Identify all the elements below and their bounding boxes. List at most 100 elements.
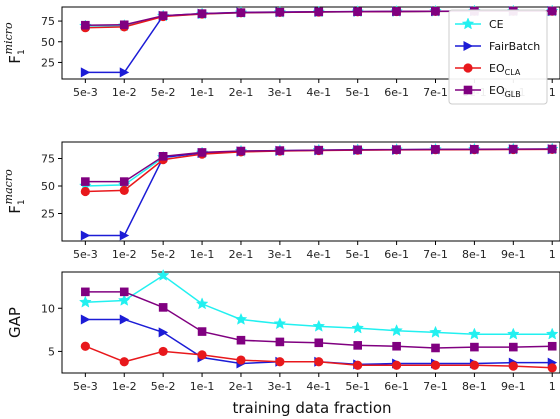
data-point xyxy=(545,327,559,340)
data-point xyxy=(158,11,168,20)
data-point xyxy=(81,287,90,297)
data-point xyxy=(312,319,326,332)
data-point xyxy=(470,342,479,352)
legend-marker xyxy=(463,63,473,73)
data-point xyxy=(391,360,402,370)
data-point xyxy=(353,7,362,16)
data-point xyxy=(314,145,324,155)
x-tick-label: 1e-2 xyxy=(112,86,137,99)
data-point xyxy=(430,360,441,370)
x-tick-label: 1e-1 xyxy=(190,380,215,393)
y-tick-label: 10 xyxy=(41,302,55,315)
data-point xyxy=(392,7,401,16)
data-point xyxy=(314,7,324,17)
data-point xyxy=(431,145,440,154)
data-point xyxy=(80,67,91,78)
data-point xyxy=(431,343,440,353)
data-point xyxy=(509,144,518,154)
series-eo-cla xyxy=(80,341,557,373)
data-point xyxy=(236,8,246,17)
data-point xyxy=(119,185,129,195)
data-point xyxy=(236,146,246,156)
x-tick-label: 1 xyxy=(549,86,556,99)
data-point xyxy=(275,7,285,17)
data-point xyxy=(197,350,207,360)
x-tick-label: 3e-1 xyxy=(268,86,293,99)
series-ce xyxy=(78,268,559,340)
data-point xyxy=(236,335,246,345)
x-tick-label: 9e-1 xyxy=(501,248,526,261)
x-tick-label: 5e-2 xyxy=(151,380,176,393)
data-point xyxy=(80,230,91,241)
legend-entry: FairBatch xyxy=(455,40,540,53)
y-tick-label: 75 xyxy=(41,153,55,166)
y-axis-label: GAP xyxy=(6,307,24,338)
data-point xyxy=(234,312,248,325)
plot-frame xyxy=(61,6,560,80)
data-point xyxy=(117,293,131,306)
data-point xyxy=(156,268,170,281)
x-tick-label: 4e-1 xyxy=(306,380,331,393)
data-point xyxy=(431,7,440,16)
gap-panel: 5e-3 1e-2 5e-2 1e-1 2e-1 3e-1 4e-1 5e-1 6e-1 7e-1… xyxy=(6,268,560,393)
x-tick-label: 6e-1 xyxy=(384,380,409,393)
data-point xyxy=(158,327,169,338)
data-point xyxy=(390,324,403,337)
data-point xyxy=(119,177,129,186)
data-point xyxy=(158,346,168,357)
data-point xyxy=(81,20,90,30)
x-tick-label: 5e-3 xyxy=(73,380,98,393)
x-tick-label: 6e-1 xyxy=(384,248,409,261)
data-point xyxy=(119,67,130,78)
x-tick-label: 9e-1 xyxy=(501,380,526,393)
y-axis-label: F1macro xyxy=(2,169,27,214)
legend-label: EOGLB xyxy=(489,84,521,99)
x-tick-label: 7e-1 xyxy=(423,380,448,393)
y-tick-label: 50 xyxy=(41,36,55,49)
x-tick-label: 1e-2 xyxy=(112,248,137,261)
x-tick-label: 7e-1 xyxy=(423,86,448,99)
legend-entry: EOCLA xyxy=(455,62,521,77)
legend-label: EOCLA xyxy=(489,62,521,77)
data-point xyxy=(119,230,130,241)
macro-f1-panel: 5e-3 1e-2 5e-2 1e-1 2e-1 3e-1 4e-1 5e-1 6e-1 7e-1… xyxy=(2,141,560,261)
data-point xyxy=(119,314,130,325)
legend: CE FairBatch EOCLA EOGLB xyxy=(448,9,548,105)
data-point xyxy=(81,177,90,186)
plot-frame xyxy=(61,141,560,242)
x-tick-label: 5e-1 xyxy=(345,248,370,261)
data-point xyxy=(275,146,285,155)
data-point xyxy=(197,327,207,336)
x-tick-label: 1 xyxy=(549,380,556,393)
data-point xyxy=(80,341,90,351)
data-point xyxy=(275,337,285,347)
x-axis-label: training data fraction xyxy=(232,399,391,417)
x-tick-label: 1e-1 xyxy=(190,86,215,99)
data-point xyxy=(119,287,129,297)
legend-marker xyxy=(463,41,473,51)
legend-entry: CE xyxy=(455,17,504,31)
series-fairbatch xyxy=(80,144,558,241)
x-tick-label: 7e-1 xyxy=(423,248,448,261)
legend-label: FairBatch xyxy=(489,40,540,53)
y-tick-label: 50 xyxy=(41,180,55,193)
series-eo-glb xyxy=(81,144,557,186)
data-point xyxy=(429,325,442,338)
x-tick-label: 5e-3 xyxy=(73,248,98,261)
legend-box xyxy=(448,9,548,105)
plot-frame xyxy=(61,271,560,374)
data-point xyxy=(353,145,362,155)
data-point xyxy=(119,20,129,30)
micro-f1-panel: 5e-3 1e-2 5e-2 1e-1 2e-1 3e-1 4e-1 5e-1 6e-1 7e-1… xyxy=(2,4,560,105)
data-point xyxy=(392,341,401,351)
data-point xyxy=(508,361,518,371)
data-point xyxy=(351,321,365,334)
x-tick-label: 5e-1 xyxy=(345,86,370,99)
x-tick-label: 4e-1 xyxy=(306,86,331,99)
data-point xyxy=(273,317,287,330)
data-point xyxy=(236,355,246,365)
data-point xyxy=(314,357,324,367)
data-point xyxy=(353,341,362,350)
x-tick-label: 8e-1 xyxy=(462,248,487,261)
